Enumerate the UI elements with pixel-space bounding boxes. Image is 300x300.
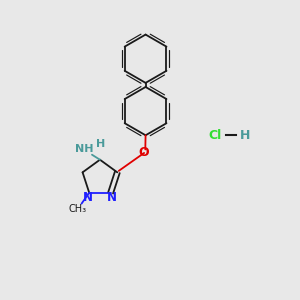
Text: O: O bbox=[139, 146, 149, 159]
Text: N: N bbox=[107, 191, 117, 204]
Text: CH₃: CH₃ bbox=[69, 204, 87, 214]
Text: Cl: Cl bbox=[208, 129, 221, 142]
Text: NH: NH bbox=[75, 144, 94, 154]
Text: H: H bbox=[96, 140, 106, 149]
Text: H: H bbox=[240, 129, 250, 142]
Text: N: N bbox=[83, 191, 93, 204]
